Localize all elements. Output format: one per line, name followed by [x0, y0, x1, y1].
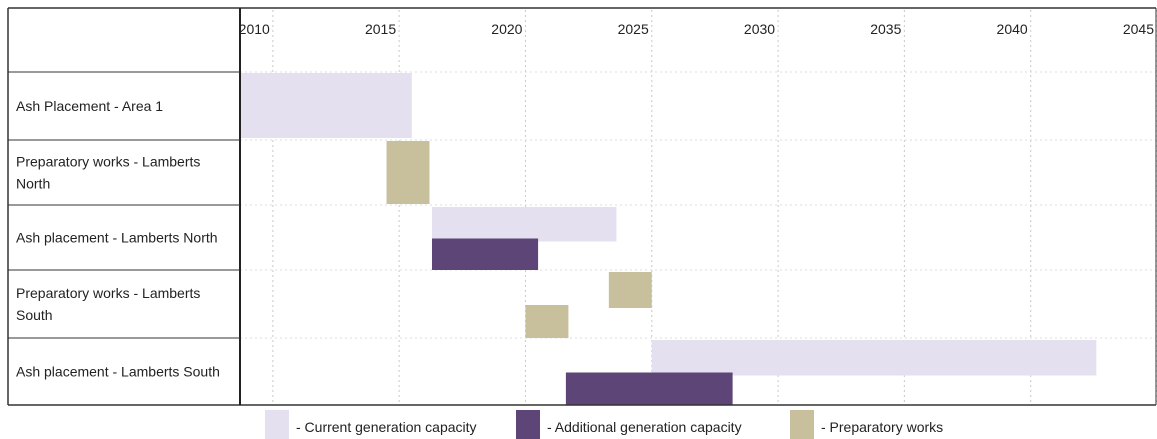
task-bar [651, 340, 1097, 376]
legend-label: - Preparatory works [821, 419, 943, 435]
legend-swatch [265, 410, 289, 439]
x-tick-label: 2040 [997, 21, 1028, 37]
x-tick-label: 2045 [1123, 21, 1154, 37]
x-tick-label: 2020 [491, 21, 522, 37]
x-tick-label: 2025 [618, 21, 649, 37]
legend-label: - Additional generation capacity [547, 419, 742, 435]
task-bars [241, 73, 1097, 405]
row-label: South [16, 307, 53, 323]
x-tick-label: 2015 [365, 21, 396, 37]
row-label: Ash Placement - Area 1 [16, 98, 163, 114]
x-tick-label: 2030 [744, 21, 775, 37]
row-labels: Ash Placement - Area 1 Preparatory works … [16, 98, 220, 380]
row-label: North [16, 176, 50, 192]
row-label: Preparatory works - Lamberts [16, 285, 200, 301]
legend-swatch [516, 410, 540, 439]
legend: - Current generation capacity - Additiona… [265, 410, 943, 439]
legend-label: - Current generation capacity [296, 419, 477, 435]
chart-frame [7, 7, 1157, 406]
task-bar [608, 272, 652, 308]
x-tick-label: 2035 [870, 21, 901, 37]
row-label: Ash placement - Lamberts North [16, 230, 218, 246]
legend-swatch [790, 410, 814, 439]
row-label: Ash placement - Lamberts South [16, 364, 220, 380]
task-bar [431, 207, 617, 242]
task-bar [431, 238, 539, 270]
task-bar [241, 73, 412, 138]
x-axis-ticks: 2010 2015 2020 2025 2030 2035 2040 2045 [239, 21, 1155, 37]
x-tick-label: 2010 [239, 21, 270, 37]
task-bar [565, 372, 733, 405]
task-bar [525, 305, 569, 338]
row-label: Preparatory works - Lamberts [16, 154, 200, 170]
task-bar [386, 141, 430, 204]
